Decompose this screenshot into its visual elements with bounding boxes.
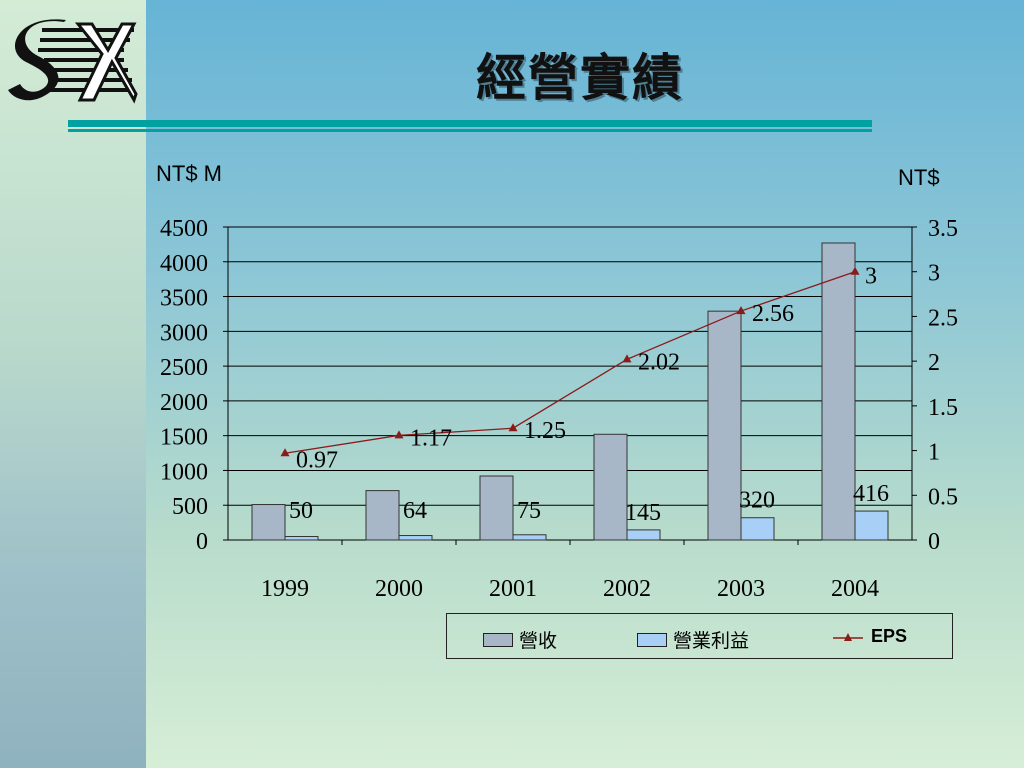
bar-revenue (707, 310, 742, 541)
legend-label-revenue: 營收 (519, 631, 558, 652)
right-tick-label: 1 (928, 440, 940, 466)
x-tick-label: 2004 (831, 576, 879, 602)
right-tick-label: 2.5 (928, 305, 958, 331)
legend-swatch-operating-profit (637, 632, 667, 647)
x-tick-label: 2001 (489, 576, 537, 602)
eps-line (284, 271, 856, 454)
legend-label-operating-profit: 營業利益 (673, 631, 750, 652)
left-tick-label: 4000 (160, 251, 208, 277)
eps-point (622, 354, 632, 363)
legend-label-eps: EPS (871, 626, 908, 646)
title-rule-thin (68, 129, 872, 132)
data-label-eps: 1.25 (524, 418, 566, 444)
right-tick-label: 3 (928, 261, 940, 287)
left-axis-unit: NT$ M (156, 161, 222, 186)
eps-point (736, 306, 746, 315)
x-tick-label: 2003 (717, 576, 765, 602)
bar-operating-profit (740, 517, 775, 541)
data-label-eps: 2.02 (638, 349, 680, 375)
right-tick-label: 1.5 (928, 395, 958, 421)
bar-revenue (593, 433, 628, 541)
left-tick-label: 0 (196, 529, 208, 555)
left-tick-label: 1000 (160, 459, 208, 485)
legend-operating-profit: 營業利益 (637, 626, 749, 653)
legend-revenue: 營收 (483, 626, 557, 653)
eps-point (394, 430, 404, 439)
left-tick-label: 4500 (160, 216, 208, 242)
right-tick-label: 0 (928, 529, 940, 555)
eps-point (508, 423, 518, 432)
left-decor-band (0, 0, 146, 768)
data-label-eps: 3 (865, 264, 877, 290)
bar-revenue (479, 475, 514, 541)
legend-swatch-revenue (483, 632, 513, 647)
bar-revenue (821, 242, 856, 541)
plot-area (227, 226, 913, 541)
company-logo (8, 19, 138, 104)
bar-revenue (365, 490, 400, 541)
bar-operating-profit (284, 536, 319, 541)
left-tick-label: 3500 (160, 286, 208, 312)
data-label-operating-profit: 64 (403, 498, 427, 524)
left-tick-label: 2000 (160, 390, 208, 416)
data-label-eps: 1.17 (410, 425, 452, 451)
legend-marker-eps (833, 632, 863, 641)
bar-revenue (251, 504, 286, 541)
bar-operating-profit (626, 529, 661, 541)
bar-operating-profit (512, 534, 547, 541)
bar-operating-profit (854, 510, 889, 541)
x-tick-label: 2002 (603, 576, 651, 602)
data-label-operating-profit: 50 (289, 498, 313, 524)
x-tick-label: 2000 (375, 576, 423, 602)
data-label-eps: 2.56 (752, 301, 794, 327)
bar-operating-profit (398, 535, 433, 541)
title-rule (68, 120, 872, 127)
x-tick-label: 1999 (261, 576, 309, 602)
data-label-eps: 0.97 (296, 447, 338, 473)
chart-legend: 營收 營業利益 EPS (446, 613, 953, 659)
data-label-operating-profit: 416 (853, 481, 889, 507)
right-tick-label: 3.5 (928, 216, 958, 242)
eps-point (280, 448, 290, 457)
data-label-operating-profit: 145 (625, 500, 661, 526)
left-tick-label: 3000 (160, 320, 208, 346)
right-axis-unit: NT$ (898, 165, 940, 190)
data-label-operating-profit: 320 (739, 488, 775, 514)
data-label-operating-profit: 75 (517, 498, 541, 524)
legend-eps: EPS (833, 626, 907, 647)
right-tick-label: 0.5 (928, 484, 958, 510)
left-tick-label: 2500 (160, 355, 208, 381)
left-tick-label: 500 (172, 494, 208, 520)
right-tick-label: 2 (928, 350, 940, 376)
slide-title: 經營實績 (476, 49, 684, 107)
eps-point (850, 266, 860, 275)
left-tick-label: 1500 (160, 425, 208, 451)
